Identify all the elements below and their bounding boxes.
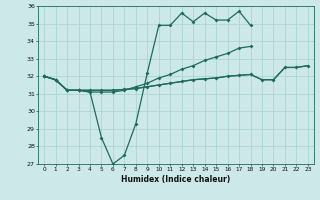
X-axis label: Humidex (Indice chaleur): Humidex (Indice chaleur): [121, 175, 231, 184]
